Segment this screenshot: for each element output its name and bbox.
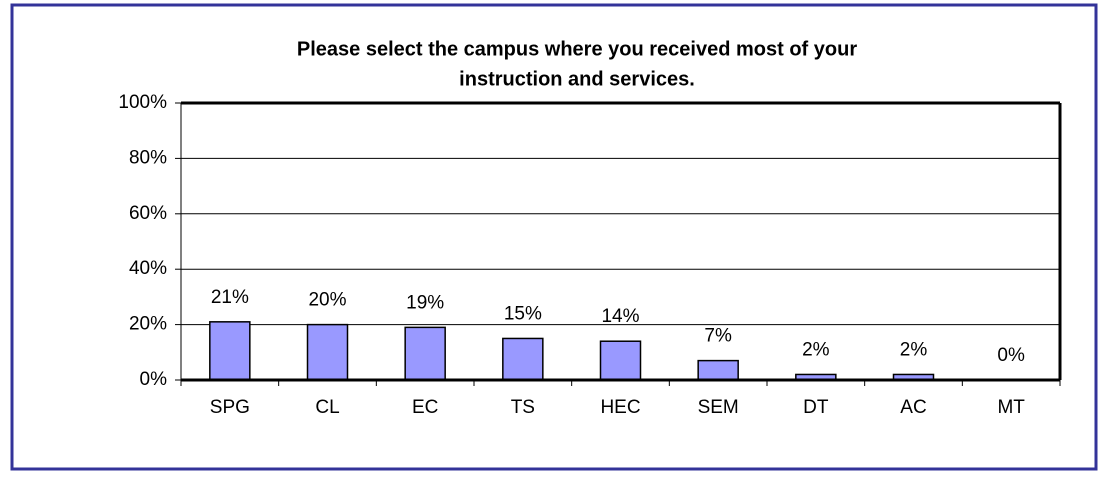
x-tick-label: SEM: [698, 397, 739, 418]
data-label: 2%: [802, 339, 830, 360]
x-tick-label: MT: [997, 397, 1025, 418]
y-tick-label: 20%: [129, 314, 167, 335]
frame: [10, 3, 1098, 471]
y-tick-label: 60%: [129, 203, 167, 224]
x-tick-label: DT: [803, 397, 829, 418]
bar: [502, 337, 544, 381]
bar: [599, 340, 642, 381]
x-tick-label: CL: [315, 397, 339, 418]
data-label: 14%: [601, 306, 639, 327]
y-tick-label: 40%: [129, 258, 167, 279]
y-tick-label: 0%: [140, 369, 168, 390]
y-tick-label: 100%: [118, 92, 167, 113]
data-label: 15%: [504, 303, 542, 324]
x-tick-label: AC: [900, 397, 926, 418]
bar: [404, 326, 446, 381]
data-label: 20%: [308, 290, 346, 311]
chart-title: Please select the campus where you recei…: [297, 38, 857, 60]
data-label: 0%: [997, 345, 1025, 366]
x-tick-label: EC: [412, 397, 438, 418]
bar: [697, 359, 739, 381]
y-tick-label: 80%: [129, 147, 167, 168]
x-tick-label: TS: [511, 397, 535, 418]
data-label: 7%: [704, 326, 732, 347]
chart-title: instruction and services.: [459, 68, 695, 90]
x-tick-label: SPG: [210, 397, 250, 418]
data-label: 2%: [900, 339, 928, 360]
bar: [306, 323, 349, 381]
x-tick-label: HEC: [600, 397, 640, 418]
bar: [209, 321, 251, 381]
data-label: 19%: [406, 292, 444, 313]
data-label: 21%: [211, 287, 249, 308]
